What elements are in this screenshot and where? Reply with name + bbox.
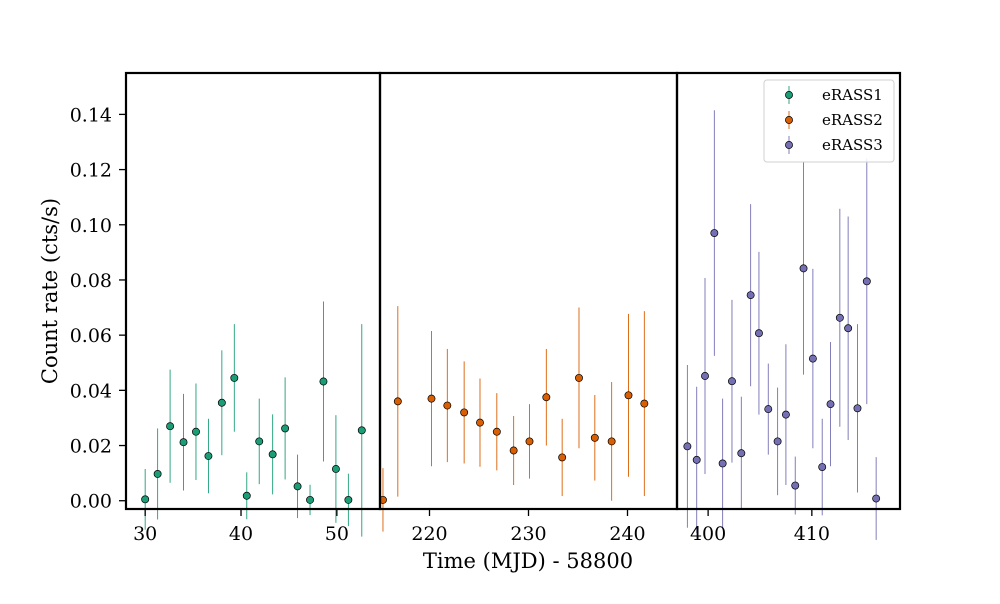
y-tick-label: 0.02 <box>70 436 112 458</box>
eRASS3-point <box>818 463 827 472</box>
eRASS3-point <box>692 455 701 464</box>
eRASS2-point <box>476 418 484 427</box>
eRASS3-point <box>872 494 881 503</box>
eRASS2-point <box>509 446 518 455</box>
eRASS1-point <box>179 438 188 447</box>
eRASS1-point <box>242 491 251 500</box>
y-axis-label: Count rate (cts/s) <box>38 198 62 384</box>
legend-marker <box>785 91 793 99</box>
panel-frames <box>124 71 902 511</box>
y-tick-label: 0.08 <box>70 270 112 292</box>
legend: eRASS1 eRASS2 eRASS3 <box>763 79 895 163</box>
eRASS2-point <box>460 408 469 417</box>
data-layer <box>141 110 881 540</box>
x-axis-label: Time (MJD) - 58800 <box>423 549 633 573</box>
eRASS2-point <box>492 427 501 436</box>
eRASS2-point <box>590 433 599 442</box>
y-tick-label: 0.00 <box>70 491 112 513</box>
eRASS1-point <box>141 495 150 504</box>
eRASS1-point <box>255 437 264 446</box>
eRASS3-point <box>791 481 800 490</box>
y-tick-label: 0.10 <box>70 215 112 237</box>
eRASS3-point <box>844 324 853 333</box>
eRASS2-point <box>640 399 649 408</box>
eRASS2-point <box>607 437 616 446</box>
y-tick-label: 0.06 <box>70 325 112 347</box>
eRASS2-point <box>393 397 402 406</box>
legend-box <box>763 79 895 163</box>
eRASS3-point <box>853 404 862 413</box>
eRASS1-point <box>192 427 200 436</box>
x-tick-label: 220 <box>411 523 447 545</box>
eRASS3-point <box>781 410 790 419</box>
eRASS3-point <box>710 229 719 238</box>
y-tick-label: 0.12 <box>70 160 112 182</box>
axis-ticks: 0.00 0.02 0.04 0.06 0.08 0.10 0.12 0.14 30 40 50 22… <box>70 104 830 545</box>
eRASS1-point <box>357 426 366 435</box>
eRASS3-point <box>773 437 782 446</box>
eRASS3-point <box>746 291 755 300</box>
panel-frame-3 <box>675 71 902 511</box>
x-tick-label: 240 <box>609 523 645 545</box>
eRASS1-point <box>204 452 213 460</box>
legend-marker <box>785 141 793 149</box>
eRASS3-point <box>799 264 808 273</box>
eRASS1-point <box>306 495 314 504</box>
eRASS1-point <box>166 422 175 431</box>
eRASS1-point <box>331 465 340 473</box>
eRASS3-point <box>701 372 709 380</box>
eRASS1-point <box>319 377 328 386</box>
x-tick-label: 410 <box>794 523 830 545</box>
eRASS3-point <box>808 354 817 363</box>
eRASS3-point <box>862 277 871 286</box>
legend-label: eRASS1 <box>822 86 883 104</box>
eRASS3-point <box>683 442 692 451</box>
eRASS3-point <box>754 329 763 338</box>
eRASS3-point <box>737 449 746 458</box>
eRASS3-point <box>826 400 835 409</box>
legend-label: eRASS3 <box>822 136 883 154</box>
eRASS1-point <box>281 424 290 433</box>
x-tick-label: 230 <box>510 523 546 545</box>
eRASS2-point <box>525 437 534 446</box>
eRASS3-point <box>835 313 844 322</box>
x-tick-label: 50 <box>325 523 349 545</box>
eRASS2-point <box>624 391 633 400</box>
legend-marker <box>785 116 793 124</box>
x-tick-label: 40 <box>229 523 253 545</box>
eRASS1-point <box>268 450 277 459</box>
eRASS1-point <box>217 398 226 407</box>
x-tick-label: 400 <box>690 523 726 545</box>
y-tick-label: 0.14 <box>70 104 112 126</box>
eRASS3-point <box>718 459 727 468</box>
legend-label: eRASS2 <box>822 111 883 129</box>
eRASS2-point <box>542 393 551 402</box>
x-tick-label: 30 <box>133 523 157 545</box>
eRASS1-point <box>153 470 162 478</box>
eRASS1-point <box>293 482 302 491</box>
eRASS2-point <box>443 401 452 410</box>
panel-frame-1 <box>124 71 382 511</box>
eRASS2-point <box>427 394 436 403</box>
eRASS1-point <box>344 495 353 504</box>
eRASS2-point <box>575 373 583 382</box>
eRASS1-point <box>230 373 239 382</box>
y-tick-label: 0.04 <box>70 380 112 402</box>
eRASS2-point <box>558 453 567 462</box>
eRASS3-point <box>764 405 773 414</box>
eRASS3-point <box>728 377 736 386</box>
